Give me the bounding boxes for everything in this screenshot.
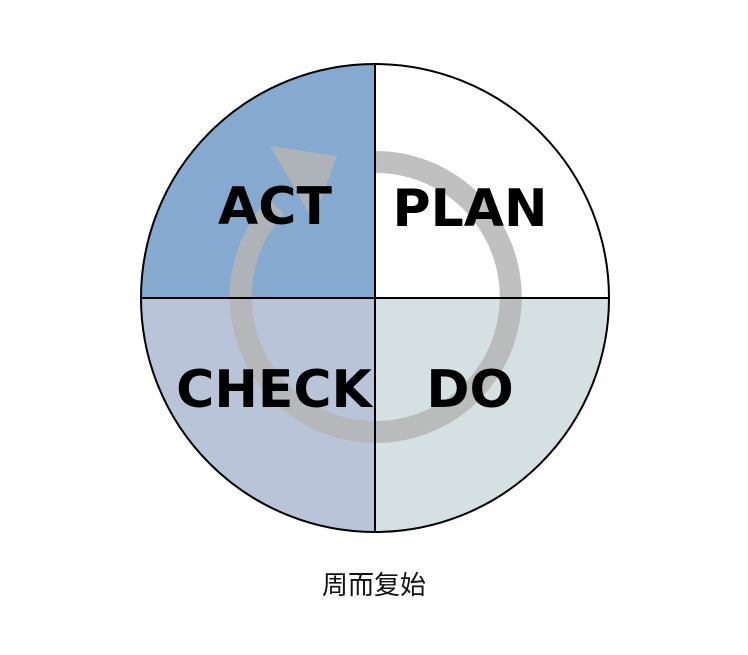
diagram-caption: 周而复始 (321, 571, 426, 601)
quadrant-check (141, 298, 375, 532)
label-act: ACT (218, 177, 332, 237)
cycle-arrow-head (270, 146, 337, 220)
quadrant-act (141, 64, 375, 298)
quadrant-do (375, 298, 609, 532)
label-check: CHECK (176, 360, 373, 420)
label-do: DO (426, 360, 513, 420)
cycle-arrow-ring (229, 150, 522, 443)
outer-circle (140, 63, 610, 533)
cycle-arrow-icon (229, 146, 522, 443)
quadrant-plan (375, 64, 609, 298)
label-plan: PLAN (392, 179, 547, 239)
